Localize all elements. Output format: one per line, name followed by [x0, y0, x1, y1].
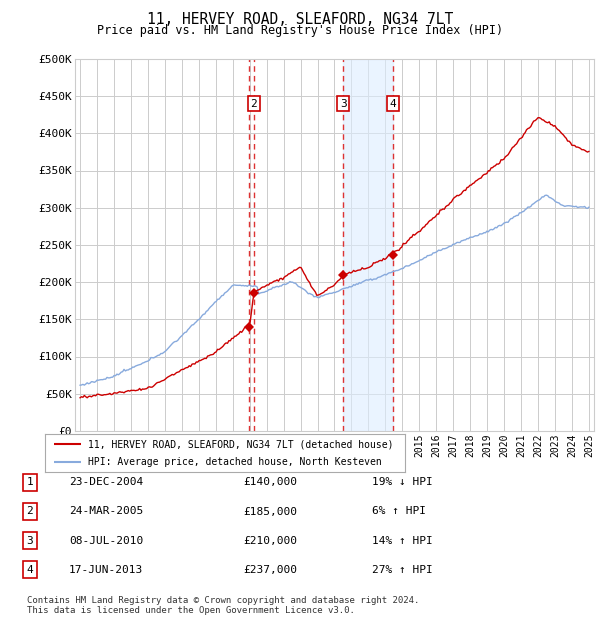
- Text: 1: 1: [26, 477, 34, 487]
- Text: 14% ↑ HPI: 14% ↑ HPI: [372, 536, 433, 546]
- Text: 24-MAR-2005: 24-MAR-2005: [69, 507, 143, 516]
- Text: 19% ↓ HPI: 19% ↓ HPI: [372, 477, 433, 487]
- Text: 2: 2: [26, 507, 34, 516]
- Text: 6% ↑ HPI: 6% ↑ HPI: [372, 507, 426, 516]
- Text: 11, HERVEY ROAD, SLEAFORD, NG34 7LT: 11, HERVEY ROAD, SLEAFORD, NG34 7LT: [147, 12, 453, 27]
- Text: £237,000: £237,000: [243, 565, 297, 575]
- Text: 27% ↑ HPI: 27% ↑ HPI: [372, 565, 433, 575]
- Text: 3: 3: [340, 99, 347, 108]
- Text: 11, HERVEY ROAD, SLEAFORD, NG34 7LT (detached house): 11, HERVEY ROAD, SLEAFORD, NG34 7LT (det…: [88, 440, 394, 450]
- Text: 3: 3: [26, 536, 34, 546]
- Text: 4: 4: [390, 99, 397, 108]
- Text: 08-JUL-2010: 08-JUL-2010: [69, 536, 143, 546]
- Text: Contains HM Land Registry data © Crown copyright and database right 2024.
This d: Contains HM Land Registry data © Crown c…: [27, 596, 419, 615]
- Text: 23-DEC-2004: 23-DEC-2004: [69, 477, 143, 487]
- Text: £210,000: £210,000: [243, 536, 297, 546]
- Text: HPI: Average price, detached house, North Kesteven: HPI: Average price, detached house, Nort…: [88, 457, 382, 467]
- Text: 4: 4: [26, 565, 34, 575]
- Text: 2: 2: [250, 99, 257, 108]
- Text: 17-JUN-2013: 17-JUN-2013: [69, 565, 143, 575]
- Text: £140,000: £140,000: [243, 477, 297, 487]
- Text: £185,000: £185,000: [243, 507, 297, 516]
- Text: Price paid vs. HM Land Registry's House Price Index (HPI): Price paid vs. HM Land Registry's House …: [97, 24, 503, 37]
- Bar: [343, 59, 393, 431]
